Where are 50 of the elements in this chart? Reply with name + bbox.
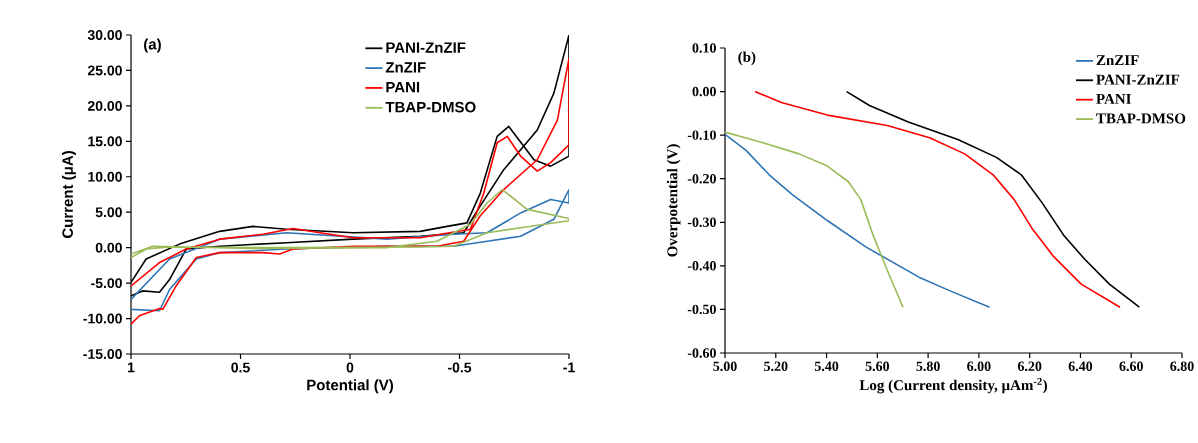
- annotation: (b): [738, 51, 756, 66]
- x-tick-label: 5.40: [814, 361, 839, 372]
- y-tick-label: 20.00: [87, 100, 122, 111]
- x-tick-label: 6.60: [1119, 361, 1143, 372]
- y-tick-label: 10.00: [88, 171, 122, 182]
- x-tick-label: 5.60: [865, 361, 890, 372]
- x-tick-label: 0.5: [231, 362, 250, 373]
- y-tick-label: -5.00: [91, 278, 122, 289]
- legend-label: PANI: [386, 82, 420, 93]
- legend-label: PANI: [1096, 93, 1131, 104]
- x-tick-label: 5.20: [764, 361, 788, 372]
- y-tick-label: -0.40: [687, 261, 716, 271]
- annotation: (a): [144, 38, 161, 53]
- x-tick-label: 6.40: [1068, 361, 1093, 372]
- legend-label: TBAP-DMSO: [385, 101, 476, 113]
- y-axis-title: Overpotential (V): [666, 144, 681, 257]
- y-axis-title: Current (μA): [61, 151, 76, 239]
- y-tick-label: 0.10: [692, 43, 716, 53]
- legend-label: ZnZIF: [385, 62, 426, 73]
- y-tick-label: 15.00: [88, 136, 122, 147]
- x-tick-label: 5.80: [916, 361, 940, 372]
- x-axis-title: Potential (V): [307, 379, 393, 394]
- x-tick-label: 6.20: [1017, 361, 1042, 372]
- x-tick-label: 6.80: [1170, 361, 1194, 372]
- y-tick-label: 0.00: [692, 86, 716, 97]
- y-tick-label: -0.10: [687, 130, 716, 140]
- legend-label: ZnZIF: [1096, 55, 1139, 66]
- x-tick-label: 5.00: [713, 361, 737, 372]
- x-tick-label: -1: [563, 362, 575, 373]
- x-axis-title: Log (Current density, μAm$^{-2}$): [859, 377, 1047, 394]
- legend-label: TBAP-DMSO: [1096, 113, 1186, 124]
- x-tick-label: 1: [127, 362, 135, 373]
- y-tick-label: 30.00: [87, 30, 122, 40]
- y-tick-label: 25.00: [87, 65, 122, 76]
- x-tick-label: -0.5: [447, 362, 472, 373]
- y-tick-label: -15.00: [83, 349, 122, 359]
- y-tick-label: -0.50: [687, 304, 716, 315]
- y-tick-label: 0.00: [95, 242, 122, 253]
- y-tick-label: -0.20: [687, 173, 716, 184]
- y-tick-label: -10.00: [83, 313, 122, 324]
- x-tick-label: 6.00: [967, 361, 991, 372]
- line-series: [725, 131, 904, 309]
- line-series: [131, 188, 569, 259]
- legend-label: PANI-ZnZIF: [1096, 74, 1180, 85]
- y-tick-label: -0.30: [687, 217, 716, 228]
- x-tick-label: 0: [346, 362, 354, 373]
- line-series: [725, 133, 991, 309]
- y-tick-label: 5.00: [95, 207, 122, 218]
- legend-label: PANI-ZnZIF: [386, 42, 466, 53]
- y-tick-label: -0.60: [687, 348, 716, 358]
